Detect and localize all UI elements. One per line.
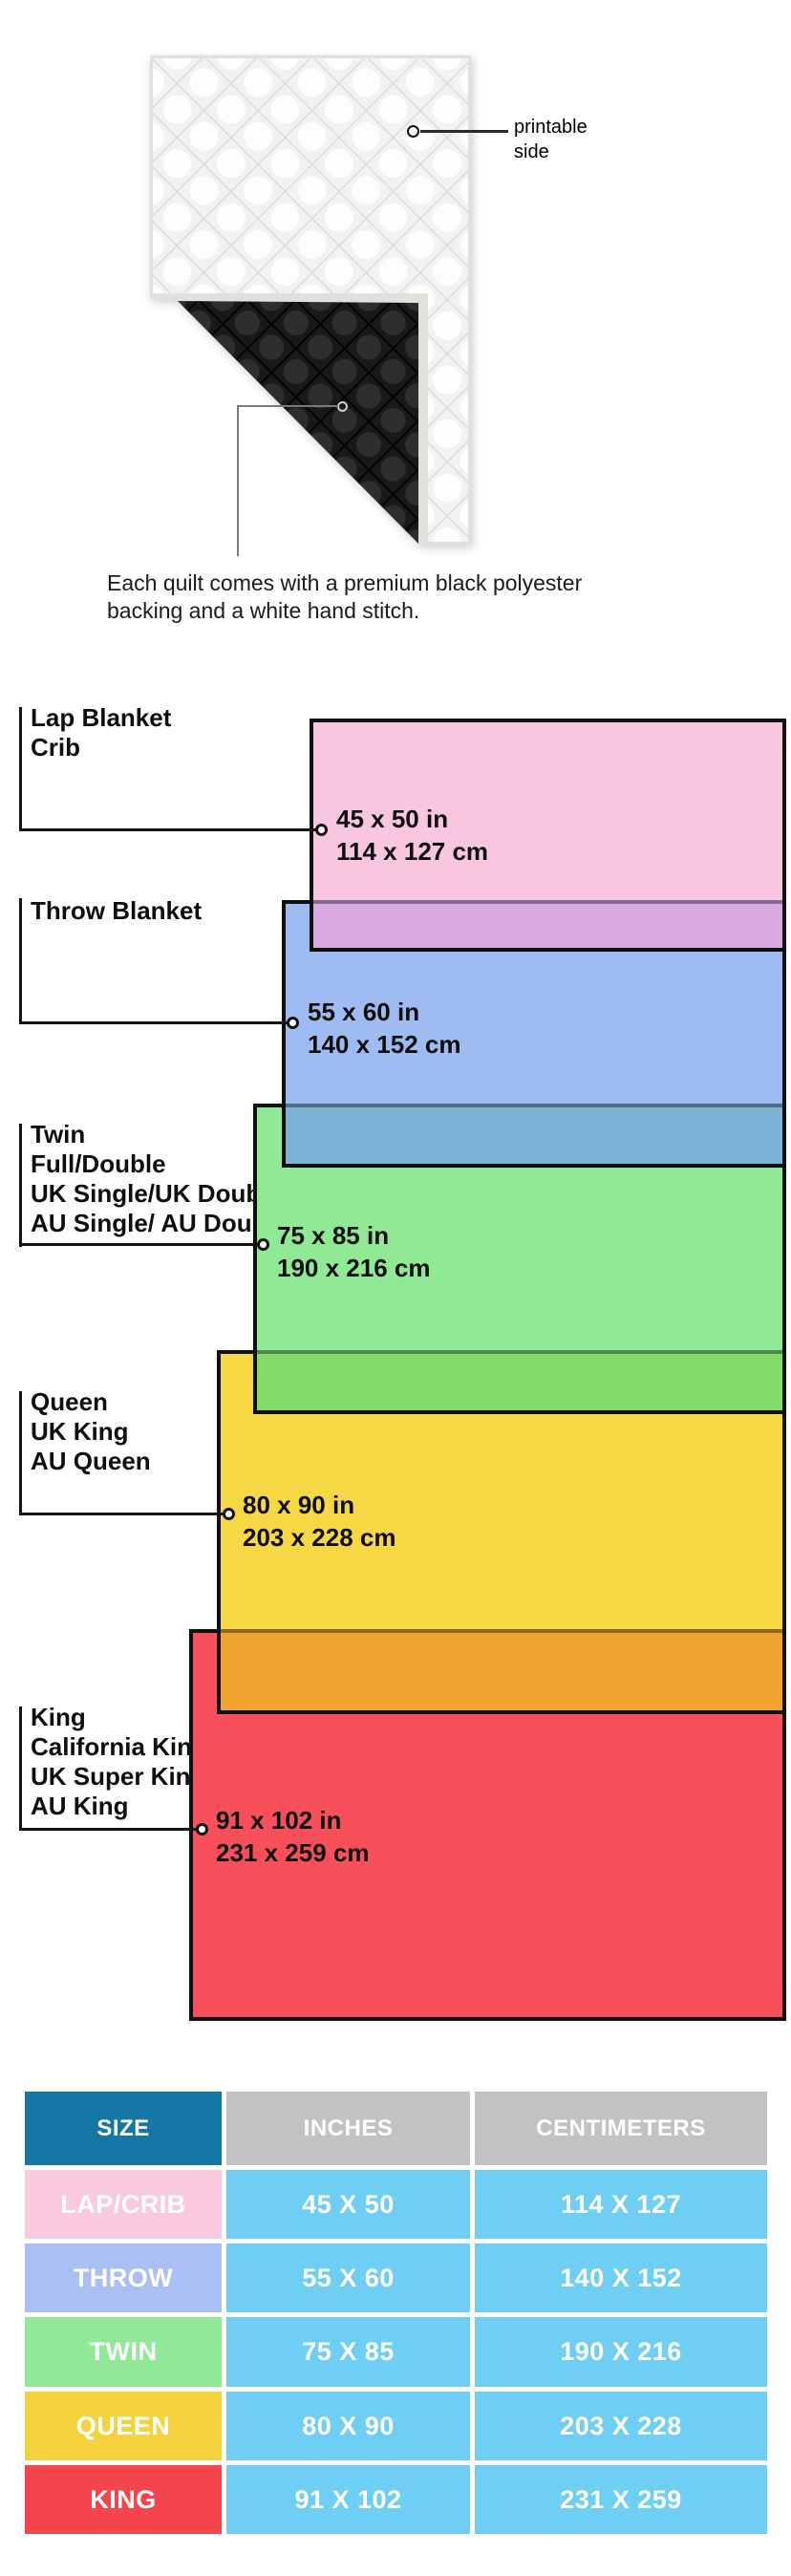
leader-v-king — [19, 1707, 22, 1831]
label-king: King California King UK Super King AU Ki… — [31, 1703, 207, 1820]
table-header-centimeters: CENTIMETERS — [475, 2092, 767, 2165]
table-cell: 80 X 90 — [226, 2392, 470, 2460]
table-cell: 91 X 102 — [226, 2465, 470, 2534]
overlap-throw-twin — [286, 1104, 782, 1164]
leader-h-queen — [19, 1513, 224, 1515]
table-row-label: QUEEN — [25, 2392, 222, 2460]
table-row-label: LAP/CRIB — [25, 2170, 222, 2239]
backing-ring-icon — [337, 401, 348, 412]
leader-v-twin — [19, 1124, 22, 1247]
table-cell: 231 X 259 — [475, 2465, 767, 2534]
table-row-label: THROW — [25, 2243, 222, 2312]
size-table: SIZE INCHES CENTIMETERS LAP/CRIB 45 X 50… — [25, 2092, 767, 2534]
label-queen: Queen UK King AU Queen — [31, 1387, 151, 1475]
leader-v-lap — [19, 707, 22, 831]
table-cell: 114 X 127 — [475, 2170, 767, 2239]
leader-v-throw — [19, 898, 22, 1024]
quilt-illustration — [150, 55, 471, 545]
table-cell: 45 X 50 — [226, 2170, 470, 2239]
ring-throw-icon — [287, 1017, 299, 1029]
printable-side-label: printable side — [514, 117, 588, 162]
printable-side-ring-icon — [407, 125, 419, 138]
dims-twin: 75 x 85 in 190 x 216 cm — [277, 1221, 431, 1282]
ring-lap-icon — [315, 824, 328, 836]
table-header-size: SIZE — [25, 2092, 222, 2165]
leader-h-king — [19, 1828, 197, 1831]
overlap-twin-queen — [257, 1350, 782, 1410]
table-cell: 140 X 152 — [475, 2243, 767, 2312]
leader-v-queen — [19, 1391, 22, 1515]
dims-queen: 80 x 90 in 203 x 228 cm — [243, 1491, 396, 1552]
table-row-label: KING — [25, 2465, 222, 2534]
printable-side-leader-line — [420, 130, 508, 133]
backing-leader-line-h — [238, 405, 338, 407]
quilt-printable-side — [150, 55, 471, 545]
dims-lap: 45 x 50 in 114 x 127 cm — [336, 805, 489, 866]
backing-leader-line-v — [237, 405, 239, 556]
table-cell: 55 X 60 — [226, 2243, 470, 2312]
leader-h-twin — [19, 1243, 258, 1246]
dims-king: 91 x 102 in 231 x 259 cm — [216, 1806, 370, 1867]
label-lap: Lap Blanket Crib — [31, 703, 172, 762]
ring-king-icon — [196, 1823, 208, 1835]
dims-throw: 55 x 60 in 140 x 152 cm — [308, 998, 461, 1059]
leader-h-lap — [19, 828, 316, 831]
ring-twin-icon — [257, 1238, 269, 1251]
table-cell: 190 X 216 — [475, 2317, 767, 2387]
leader-h-throw — [19, 1021, 288, 1024]
table-header-inches: INCHES — [226, 2092, 470, 2165]
label-throw: Throw Blanket — [31, 896, 203, 925]
overlap-queen-king — [221, 1629, 782, 1710]
table-cell: 75 X 85 — [226, 2317, 470, 2387]
quilt-black-backing-fold — [175, 298, 421, 545]
quilt-caption: Each quilt comes with a premium black po… — [107, 570, 583, 623]
table-cell: 203 X 228 — [475, 2392, 767, 2460]
overlap-lap-throw — [313, 900, 782, 948]
ring-queen-icon — [223, 1508, 235, 1520]
label-twin: Twin Full/Double UK Single/UK Double AU … — [31, 1120, 289, 1237]
table-row-label: TWIN — [25, 2317, 222, 2387]
